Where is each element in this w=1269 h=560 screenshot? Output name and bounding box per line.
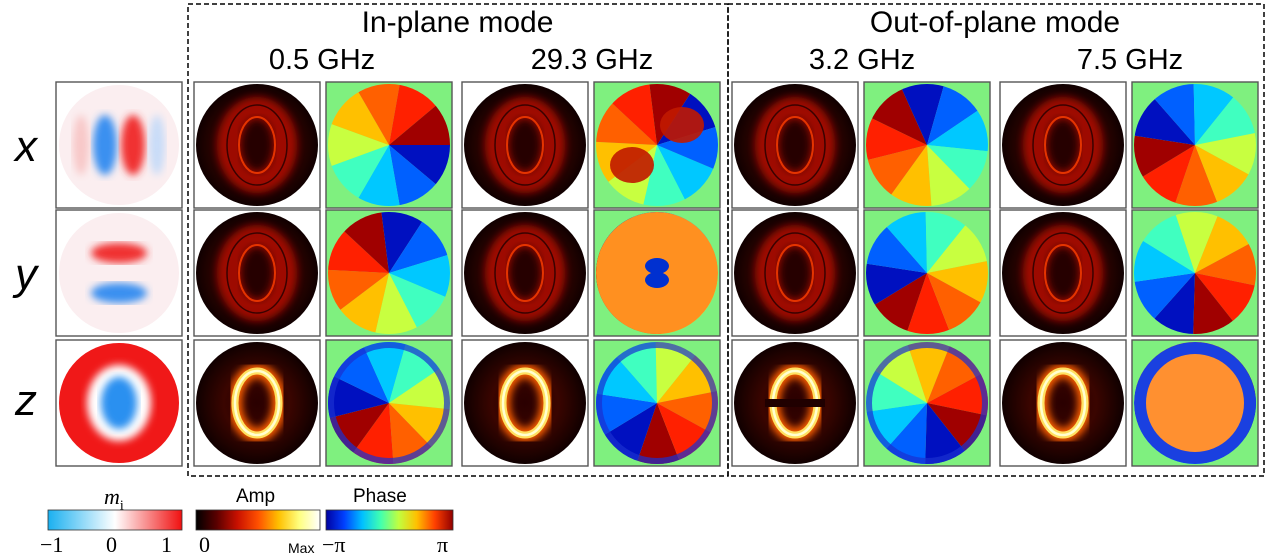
tick-amp-min: 0 bbox=[199, 532, 210, 557]
tick-mag-mid: 0 bbox=[106, 532, 117, 557]
phase-panel-r2-c1 bbox=[326, 210, 452, 336]
amplitude-frame-r3-c2 bbox=[461, 339, 589, 467]
phase-panel-r3-c2 bbox=[594, 340, 720, 466]
frequency-label-1: 0.5 GHz bbox=[268, 44, 376, 76]
phase-panel-r1-c4 bbox=[1132, 82, 1258, 208]
phase-panel-r1-c1 bbox=[326, 82, 452, 208]
amplitude-frame-r2-c3 bbox=[731, 209, 859, 337]
phase-frame-r2-c2 bbox=[593, 209, 721, 337]
amplitude-frame-r1-c2 bbox=[461, 81, 589, 209]
phase-frame-r3-c4 bbox=[1131, 339, 1259, 467]
amplitude-panel-r3-c4 bbox=[1000, 340, 1126, 466]
colorbar-amplitude bbox=[195, 509, 321, 531]
amplitude-frame-r2-c4 bbox=[999, 209, 1127, 337]
amplitude-panel-r1-c2 bbox=[462, 82, 588, 208]
amplitude-panel-r1-c4 bbox=[1000, 82, 1126, 208]
amplitude-panel-r2-c3 bbox=[732, 210, 858, 336]
colorbar-label-amplitude: Amp bbox=[236, 486, 276, 507]
frame-out-of-plane bbox=[727, 3, 1265, 477]
tick-mag-max: 1 bbox=[161, 532, 172, 557]
phase-frame-r1-c3 bbox=[863, 81, 991, 209]
amplitude-panel-r3-c1 bbox=[194, 340, 320, 466]
phase-frame-r2-c1 bbox=[325, 209, 453, 337]
tick-phase-max: π bbox=[437, 532, 449, 557]
phase-panel-r1-c3 bbox=[864, 82, 990, 208]
amplitude-panel-r3-c2 bbox=[462, 340, 588, 466]
colorbar-phase bbox=[325, 509, 454, 531]
amplitude-frame-r1-c1 bbox=[193, 81, 321, 209]
amplitude-frame-r1-c4 bbox=[999, 81, 1127, 209]
magnetization-frame-z bbox=[55, 339, 183, 467]
amplitude-frame-r2-c1 bbox=[193, 209, 321, 337]
magnetization-frame-x bbox=[55, 81, 183, 209]
magnetization-frame-y bbox=[55, 209, 183, 337]
frequency-label-3: 3.2 GHz bbox=[808, 44, 916, 76]
frequency-label-2: 29.3 GHz bbox=[530, 44, 654, 76]
phase-frame-r3-c3 bbox=[863, 339, 991, 467]
phase-frame-r1-c2 bbox=[593, 81, 721, 209]
amplitude-frame-r3-c4 bbox=[999, 339, 1127, 467]
phase-frame-r2-c4 bbox=[1131, 209, 1259, 337]
amplitude-frame-r2-c2 bbox=[461, 209, 589, 337]
phase-panel-r3-c1 bbox=[326, 340, 452, 466]
panel-grid bbox=[55, 81, 1259, 467]
frequency-label-4: 7.5 GHz bbox=[1076, 44, 1184, 76]
phase-frame-r1-c1 bbox=[325, 81, 453, 209]
row-label-z: z bbox=[15, 376, 37, 425]
tick-phase-min: −π bbox=[322, 532, 346, 557]
phase-panel-r2-c4 bbox=[1132, 210, 1258, 336]
amplitude-frame-r3-c1 bbox=[193, 339, 321, 467]
mode-group-frames bbox=[187, 3, 1265, 477]
phase-panel-r2-c2 bbox=[594, 210, 720, 336]
colorbar-label-magnetization: mi bbox=[104, 484, 124, 514]
row-label-x: x bbox=[15, 122, 37, 171]
amplitude-frame-r3-c3 bbox=[731, 339, 859, 467]
row-label-y: y bbox=[15, 250, 37, 299]
phase-panel-r2-c3 bbox=[864, 210, 990, 336]
tick-amp-max: Max bbox=[288, 540, 315, 556]
magnetization-panel-y bbox=[56, 210, 182, 336]
amplitude-panel-r1-c3 bbox=[732, 82, 858, 208]
amplitude-panel-r2-c4 bbox=[1000, 210, 1126, 336]
amplitude-panel-r2-c2 bbox=[462, 210, 588, 336]
phase-panel-r1-c2 bbox=[594, 82, 720, 208]
amplitude-panel-r1-c1 bbox=[194, 82, 320, 208]
group-title-in-plane: In-plane mode bbox=[361, 6, 554, 39]
amplitude-panel-r2-c1 bbox=[194, 210, 320, 336]
phase-panel-r3-c4 bbox=[1132, 340, 1258, 466]
phase-frame-r3-c2 bbox=[593, 339, 721, 467]
phase-frame-r3-c1 bbox=[325, 339, 453, 467]
magnetization-panel-z bbox=[56, 340, 182, 466]
phase-frame-r2-c3 bbox=[863, 209, 991, 337]
colorbar-label-phase: Phase bbox=[353, 486, 407, 507]
phase-panel-r3-c3 bbox=[864, 340, 990, 466]
phase-frame-r1-c4 bbox=[1131, 81, 1259, 209]
amplitude-panel-r3-c3 bbox=[732, 340, 858, 466]
colorbar-magnetization bbox=[47, 509, 183, 531]
group-title-out-of-plane: Out-of-plane mode bbox=[869, 6, 1121, 39]
amplitude-frame-r1-c3 bbox=[731, 81, 859, 209]
colorbars bbox=[47, 509, 454, 531]
tick-mag-min: −1 bbox=[40, 532, 64, 557]
magnetization-panel-x bbox=[56, 82, 182, 208]
